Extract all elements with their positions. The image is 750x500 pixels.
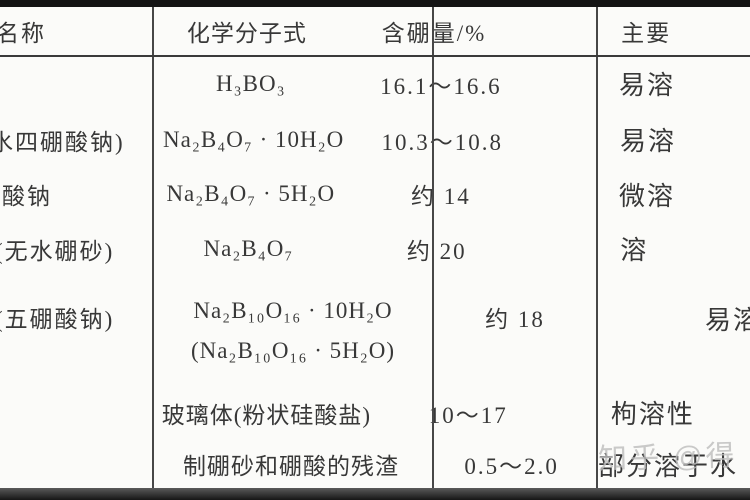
table-row: (无水硼砂) Na₂B₄O₇ 约 20 溶 bbox=[0, 221, 750, 276]
header-main-clipped: 主要 bbox=[503, 7, 750, 55]
boron-text: 约 18 bbox=[485, 307, 545, 332]
table-row: (五硼酸钠) Na₂B₁₀O₁₆ · 10H₂O (Na₂B₁₀O₁₆ · 5H… bbox=[0, 276, 750, 385]
cell-formula: Na₂B₄O₇ · 10H₂O bbox=[135, 112, 373, 167]
cell-solubility: 部分溶于水 bbox=[593, 440, 750, 488]
cell-solubility: 微溶 bbox=[511, 167, 750, 221]
formula-text-line2: (Na₂B₁₀O₁₆ · 5H₂O) bbox=[190, 337, 396, 363]
boron-text: 10.3～10.8 bbox=[381, 129, 504, 155]
solubility-text: 易溶 bbox=[619, 127, 676, 156]
name-text: 水四硼酸钠) bbox=[0, 129, 125, 155]
solubility-text: 部分溶于水 bbox=[598, 451, 739, 481]
table-header-row: 名称 化学分子式 含硼量/% 主要 bbox=[0, 7, 750, 55]
column-divider-3 bbox=[596, 7, 598, 488]
boron-text: 10～17 bbox=[428, 402, 508, 428]
name-text: (无水硼砂) bbox=[0, 238, 115, 264]
cell-name bbox=[0, 440, 152, 488]
cell-name bbox=[0, 55, 131, 112]
solubility-text: 易溶 bbox=[705, 306, 750, 335]
table-row: 水四硼酸钠) Na₂B₄O₇ · 10H₂O 10.3～10.8 易溶 bbox=[0, 112, 750, 167]
cell-name: 酸钠 bbox=[0, 167, 131, 221]
header-name-label: 名称 bbox=[0, 21, 46, 46]
column-divider-2 bbox=[432, 7, 434, 488]
cell-formula: 玻璃体(粉状硅酸盐) bbox=[139, 385, 394, 440]
table-row: 玻璃体(粉状硅酸盐) 10～17 枸溶性 bbox=[0, 385, 750, 440]
boron-text: 约 14 bbox=[410, 184, 471, 209]
cell-solubility: 易溶 bbox=[511, 55, 750, 112]
table-row: 制硼砂和硼酸的残渣 0.5～2.0 部分溶于水 bbox=[0, 440, 750, 488]
formula-text: Na₂B₄O₇ · 10H₂O bbox=[163, 126, 345, 152]
cell-name bbox=[0, 385, 139, 440]
header-main-label: 主要 bbox=[621, 21, 672, 46]
cell-solubility: 溶 bbox=[506, 221, 750, 276]
header-name: 名称 bbox=[0, 7, 129, 55]
cell-boron: 0.5～2.0 bbox=[430, 440, 593, 488]
formula-text: 制硼砂和硼酸的残渣 bbox=[183, 454, 400, 479]
cell-formula: H₃BO₃ bbox=[131, 55, 371, 112]
formula-text: H₃BO₃ bbox=[216, 70, 286, 96]
cell-formula: Na₂B₄O₇ · 5H₂O bbox=[131, 167, 371, 221]
cell-solubility: 枸溶性 bbox=[543, 385, 750, 440]
cell-boron: 16.1～16.6 bbox=[371, 55, 511, 112]
table-row: H₃BO₃ 16.1～16.6 易溶 bbox=[0, 55, 750, 112]
cell-boron: 约 20 bbox=[367, 221, 506, 276]
cell-boron: 约 18 bbox=[433, 276, 597, 385]
formula-text: Na₂B₄O₇ · 5H₂O bbox=[166, 181, 336, 206]
solubility-text: 易溶 bbox=[619, 71, 676, 100]
column-divider-1 bbox=[152, 7, 154, 488]
cell-formula: 制硼砂和硼酸的残渣 bbox=[152, 440, 430, 488]
formula-text-line1: Na₂B₁₀O₁₆ · 10H₂O bbox=[193, 297, 393, 323]
zhihu-watermark: 知乎 @得 bbox=[597, 440, 738, 476]
cell-name: 水四硼酸钠) bbox=[0, 112, 135, 167]
cell-formula: Na₂B₁₀O₁₆ · 10H₂O (Na₂B₁₀O₁₆ · 5H₂O) bbox=[153, 276, 433, 385]
cell-name: (五硼酸钠) bbox=[0, 276, 153, 385]
boron-text: 16.1～16.6 bbox=[380, 73, 502, 99]
table-row: 酸钠 Na₂B₄O₇ · 5H₂O 约 14 微溶 bbox=[0, 167, 750, 221]
cell-boron: 10.3～10.8 bbox=[373, 112, 512, 167]
cell-name: (无水硼砂) bbox=[0, 221, 130, 276]
header-formula: 化学分子式 bbox=[129, 7, 365, 55]
top-crop-bar bbox=[0, 0, 750, 7]
cell-formula: Na₂B₄O₇ bbox=[130, 221, 367, 276]
cell-boron: 约 14 bbox=[371, 167, 511, 221]
cell-solubility: 易溶 bbox=[597, 276, 750, 385]
solubility-text: 溶 bbox=[620, 236, 649, 265]
formula-text: Na₂B₄O₇ bbox=[203, 235, 294, 261]
boron-compounds-table: 名称 化学分子式 含硼量/% 主要 H₃BO₃ 16.1～16.6 易溶 水四硼… bbox=[0, 7, 750, 488]
formula-text: 玻璃体(粉状硅酸盐) bbox=[161, 402, 372, 428]
header-underline bbox=[0, 55, 750, 57]
boron-text: 约 20 bbox=[406, 238, 467, 264]
cell-boron: 10～17 bbox=[394, 385, 543, 440]
name-text: (五硼酸钠) bbox=[0, 307, 115, 332]
solubility-text: 微溶 bbox=[619, 181, 676, 211]
name-text: 酸钠 bbox=[2, 184, 52, 209]
solubility-text: 枸溶性 bbox=[610, 400, 695, 429]
bottom-crop-bar bbox=[0, 488, 750, 500]
header-formula-label: 化学分子式 bbox=[186, 21, 307, 46]
boron-text: 0.5～2.0 bbox=[464, 454, 559, 479]
cell-solubility: 易溶 bbox=[512, 112, 750, 167]
